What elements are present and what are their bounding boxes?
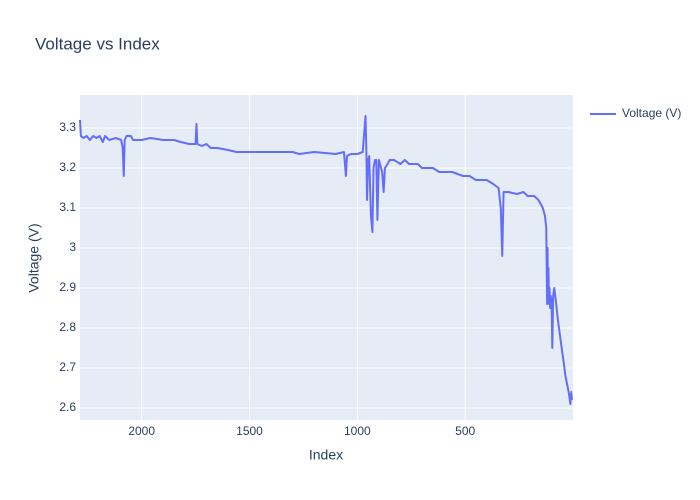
legend-label: Voltage (V): [622, 106, 681, 120]
y-tick-label: 3: [69, 240, 76, 254]
y-tick-label: 2.7: [59, 360, 76, 374]
y-tick-label: 2.9: [59, 280, 76, 294]
y-tick-label: 3.3: [59, 120, 76, 134]
plot-area: [80, 95, 573, 420]
x-tick-label: 1000: [344, 424, 371, 438]
y-tick-label: 3.2: [59, 160, 76, 174]
y-tick-label: 3.1: [59, 200, 76, 214]
data-line: [79, 115, 573, 405]
y-tick-label: 2.8: [59, 320, 76, 334]
y-tick-label: 2.6: [59, 400, 76, 414]
x-axis-title: Index: [309, 447, 343, 463]
chart-title: Voltage vs Index: [35, 34, 160, 53]
x-tick-label: 500: [455, 424, 475, 438]
x-tick-label: 2000: [128, 424, 155, 438]
x-tick-label: 1500: [236, 424, 263, 438]
y-axis-title: Voltage (V): [26, 223, 42, 292]
